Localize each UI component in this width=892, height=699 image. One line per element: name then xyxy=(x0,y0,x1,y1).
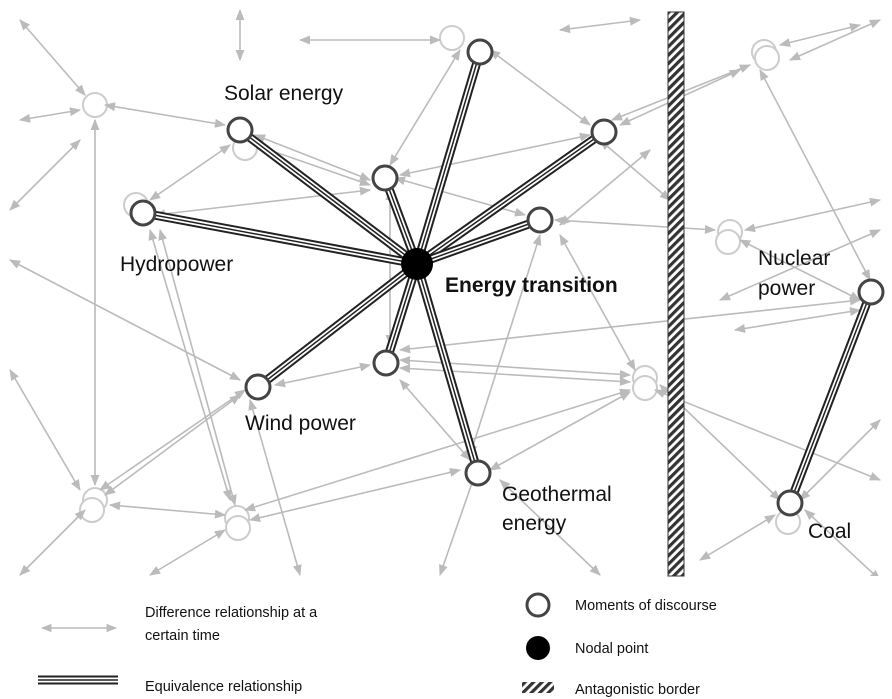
equivalence-relations xyxy=(142,50,876,505)
equivalence-line xyxy=(142,208,418,269)
legend-label: certain time xyxy=(145,628,220,644)
equivalence-line xyxy=(237,126,420,268)
legend: Difference relationship at a certain time… xyxy=(38,592,717,698)
difference-arrow xyxy=(153,186,372,219)
difference-arrow xyxy=(499,479,601,576)
difference-arrow xyxy=(149,529,226,576)
moment-node xyxy=(371,164,399,192)
equivalence-line xyxy=(412,262,483,475)
legend-nodal xyxy=(526,636,550,660)
difference-arrow xyxy=(18,107,82,123)
difference-arrow xyxy=(559,234,636,371)
node-label: Coal xyxy=(808,520,851,543)
nodes xyxy=(129,38,885,517)
legend-label: Equivalence relationship xyxy=(145,679,302,695)
background-node xyxy=(754,45,780,71)
equivalence-stroke xyxy=(416,131,605,265)
moment-node xyxy=(372,349,400,377)
moment-node xyxy=(226,116,254,144)
moment-node xyxy=(129,199,157,227)
difference-arrow xyxy=(653,389,882,481)
difference-arrow xyxy=(788,19,882,61)
difference-arrow xyxy=(19,509,86,576)
node-label: Nuclear xyxy=(758,247,830,270)
background-node xyxy=(79,497,105,523)
difference-arrow xyxy=(108,501,227,519)
difference-arrow xyxy=(399,379,471,461)
labels: Solar energy Hydropower Energy transition W… xyxy=(120,82,851,543)
moment-node xyxy=(244,373,272,401)
difference-arrow xyxy=(104,394,241,496)
equivalence-line xyxy=(412,50,485,266)
equivalence-stroke xyxy=(239,129,418,265)
difference-arrow xyxy=(718,229,882,301)
equivalence-line xyxy=(414,128,607,268)
moment-node xyxy=(526,206,554,234)
equivalence-stroke xyxy=(385,263,418,364)
background-node xyxy=(439,25,465,51)
difference-arrow xyxy=(393,176,527,217)
equivalence-stroke xyxy=(416,51,481,265)
node-label: power xyxy=(758,277,815,300)
equivalence-stroke xyxy=(257,263,418,388)
moment-node xyxy=(776,489,804,517)
difference-arrow xyxy=(398,356,632,379)
node-label: Wind power xyxy=(245,412,356,435)
difference-arrow xyxy=(248,398,302,576)
legend-label: Antagonistic border xyxy=(575,682,700,698)
difference-arrow xyxy=(559,149,651,226)
node-label: energy xyxy=(502,512,567,535)
moment-node xyxy=(464,459,492,487)
moment-node xyxy=(857,278,885,306)
node-label: Geothermal xyxy=(502,483,612,506)
legend-label: Difference relationship at a xyxy=(145,605,318,621)
node-label: Hydropower xyxy=(120,253,233,276)
equivalence-line xyxy=(381,262,422,365)
equivalence-line xyxy=(255,260,420,391)
difference-arrow xyxy=(149,144,231,201)
difference-arrow xyxy=(398,132,592,178)
difference-arrow xyxy=(699,514,776,561)
moment-node xyxy=(466,38,494,66)
difference-arrow xyxy=(9,369,81,491)
antagonistic-border xyxy=(667,11,685,577)
difference-arrow xyxy=(558,16,642,34)
difference-arrow xyxy=(799,419,881,501)
difference-arrow xyxy=(103,102,227,128)
difference-arrow xyxy=(398,296,862,354)
difference-arrow xyxy=(599,139,671,201)
nodal-point xyxy=(401,248,433,280)
background-node xyxy=(225,515,251,541)
difference-arrow xyxy=(553,216,717,234)
difference-arrow xyxy=(273,362,372,388)
legend-label: Moments of discourse xyxy=(575,598,717,614)
legend-moment xyxy=(525,592,551,618)
difference-arrow xyxy=(9,259,241,381)
difference-arrow xyxy=(468,233,542,457)
difference-arrow xyxy=(733,307,862,333)
background-node xyxy=(82,92,108,118)
equivalence-stroke xyxy=(416,263,479,474)
equivalence-stroke xyxy=(789,291,872,504)
difference-arrow xyxy=(743,197,882,233)
node-label: Solar energy xyxy=(224,82,344,105)
equivalence-stroke xyxy=(142,212,418,265)
difference-arrow xyxy=(19,19,86,96)
node-label: Energy transition xyxy=(445,274,618,297)
legend-border xyxy=(522,682,554,693)
difference-arrow xyxy=(489,49,591,126)
difference-arrow xyxy=(9,139,81,211)
equivalence-line xyxy=(785,290,876,505)
difference-arrow xyxy=(489,391,631,471)
difference-arrow xyxy=(398,364,632,386)
equivalence-line xyxy=(415,215,542,269)
legend-label: Nodal point xyxy=(575,641,648,657)
moment-node xyxy=(590,118,618,146)
difference-arrow xyxy=(158,228,237,507)
background-node xyxy=(715,229,741,255)
difference-arrow xyxy=(804,509,881,576)
equivalence-stroke xyxy=(416,219,541,265)
background-node xyxy=(632,375,658,401)
